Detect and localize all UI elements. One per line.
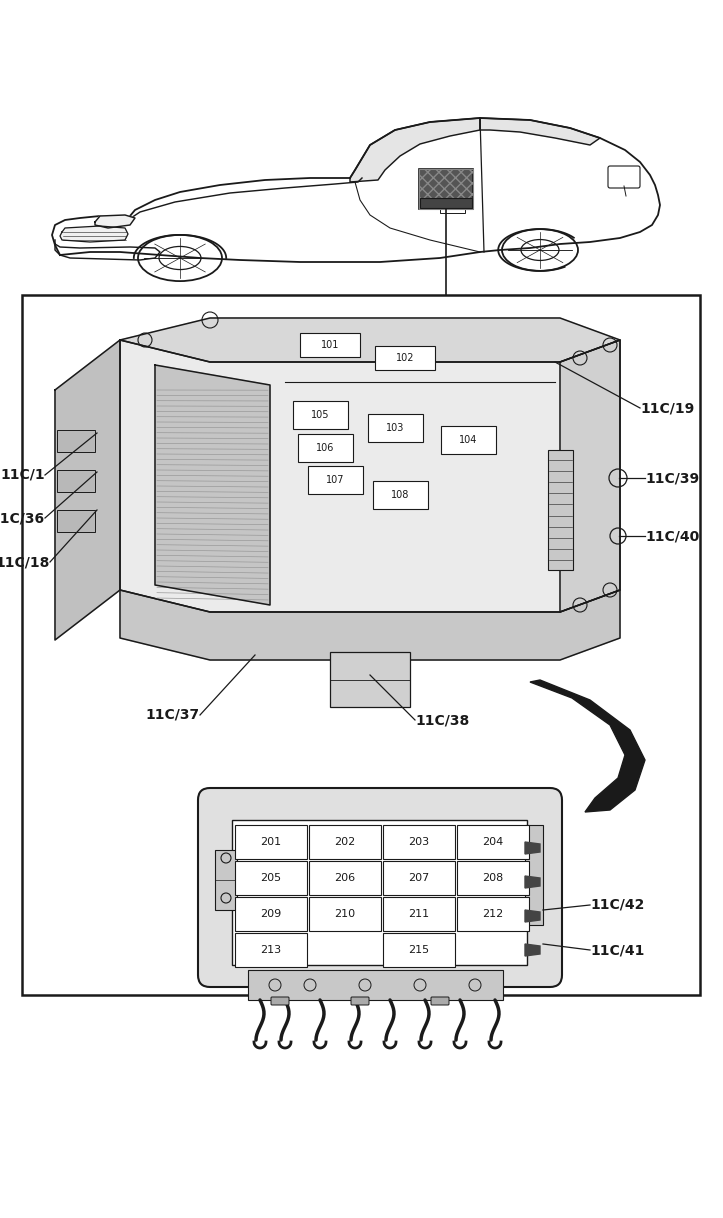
Text: 204: 204 [482, 837, 504, 847]
Text: 106: 106 [316, 443, 334, 453]
Text: 208: 208 [482, 873, 504, 883]
Text: 107: 107 [326, 475, 344, 485]
Polygon shape [525, 842, 540, 854]
Bar [383, 896, 455, 931]
Bar [57, 470, 95, 492]
Text: 11C/39: 11C/39 [645, 471, 699, 485]
Bar [309, 861, 381, 895]
FancyBboxPatch shape [271, 998, 289, 1005]
Bar [293, 401, 348, 429]
Bar [57, 430, 95, 452]
Bar [383, 825, 455, 859]
Bar [309, 896, 381, 931]
Text: 213: 213 [260, 945, 281, 955]
Bar [548, 449, 573, 570]
Polygon shape [560, 340, 620, 611]
Text: 108: 108 [391, 490, 409, 501]
Text: 11C/1: 11C/1 [1, 468, 45, 482]
Polygon shape [525, 944, 540, 956]
FancyBboxPatch shape [351, 998, 369, 1005]
Text: 11C/36: 11C/36 [0, 512, 45, 525]
Text: 11C/19: 11C/19 [640, 401, 694, 415]
Polygon shape [530, 680, 645, 812]
Bar [57, 510, 95, 532]
Bar [373, 481, 428, 509]
Bar [420, 199, 472, 208]
Text: 101: 101 [321, 340, 339, 350]
FancyBboxPatch shape [431, 998, 449, 1005]
Bar [330, 652, 410, 706]
Text: 102: 102 [395, 353, 414, 363]
Text: 202: 202 [334, 837, 356, 847]
Text: 11C/18: 11C/18 [0, 555, 50, 569]
Bar [300, 333, 360, 357]
Text: 105: 105 [311, 410, 329, 420]
Bar [235, 933, 307, 967]
Text: 11C/40: 11C/40 [645, 529, 699, 543]
Polygon shape [525, 876, 540, 888]
Bar [383, 933, 455, 967]
Text: 211: 211 [408, 909, 429, 920]
Polygon shape [60, 227, 128, 242]
Polygon shape [120, 340, 620, 611]
FancyBboxPatch shape [608, 166, 640, 188]
Bar [441, 426, 496, 454]
Bar [440, 205, 465, 213]
Text: 207: 207 [408, 873, 429, 883]
Bar [215, 850, 237, 910]
Bar [383, 861, 455, 895]
Text: 212: 212 [482, 909, 504, 920]
Bar [457, 825, 529, 859]
Bar [375, 346, 435, 370]
Text: 215: 215 [408, 945, 429, 955]
Polygon shape [155, 365, 270, 605]
Polygon shape [120, 590, 620, 660]
Text: 11C/37: 11C/37 [146, 708, 200, 722]
Bar [235, 861, 307, 895]
Bar [235, 825, 307, 859]
Text: 11C/38: 11C/38 [415, 713, 469, 727]
FancyBboxPatch shape [419, 169, 473, 209]
Bar [457, 896, 529, 931]
Polygon shape [120, 318, 620, 362]
Bar [22, 295, 700, 995]
Polygon shape [95, 216, 135, 228]
Polygon shape [525, 910, 540, 922]
Bar [235, 896, 307, 931]
Text: 201: 201 [260, 837, 281, 847]
Bar [525, 825, 543, 924]
Bar [298, 434, 353, 462]
Text: 104: 104 [459, 435, 477, 445]
Bar [309, 825, 381, 859]
Text: 210: 210 [335, 909, 356, 920]
Polygon shape [480, 118, 600, 145]
Text: 203: 203 [408, 837, 429, 847]
FancyBboxPatch shape [198, 788, 562, 987]
Bar [368, 414, 423, 442]
Bar [232, 820, 527, 965]
Text: 103: 103 [386, 423, 404, 434]
Text: 206: 206 [335, 873, 356, 883]
Bar [308, 466, 363, 495]
Text: 209: 209 [260, 909, 282, 920]
Text: 11C/41: 11C/41 [590, 943, 644, 957]
Text: 205: 205 [260, 873, 281, 883]
Polygon shape [350, 118, 480, 181]
Polygon shape [55, 340, 120, 639]
Text: 11C/42: 11C/42 [590, 898, 644, 912]
Bar [457, 861, 529, 895]
Bar [248, 970, 503, 1000]
